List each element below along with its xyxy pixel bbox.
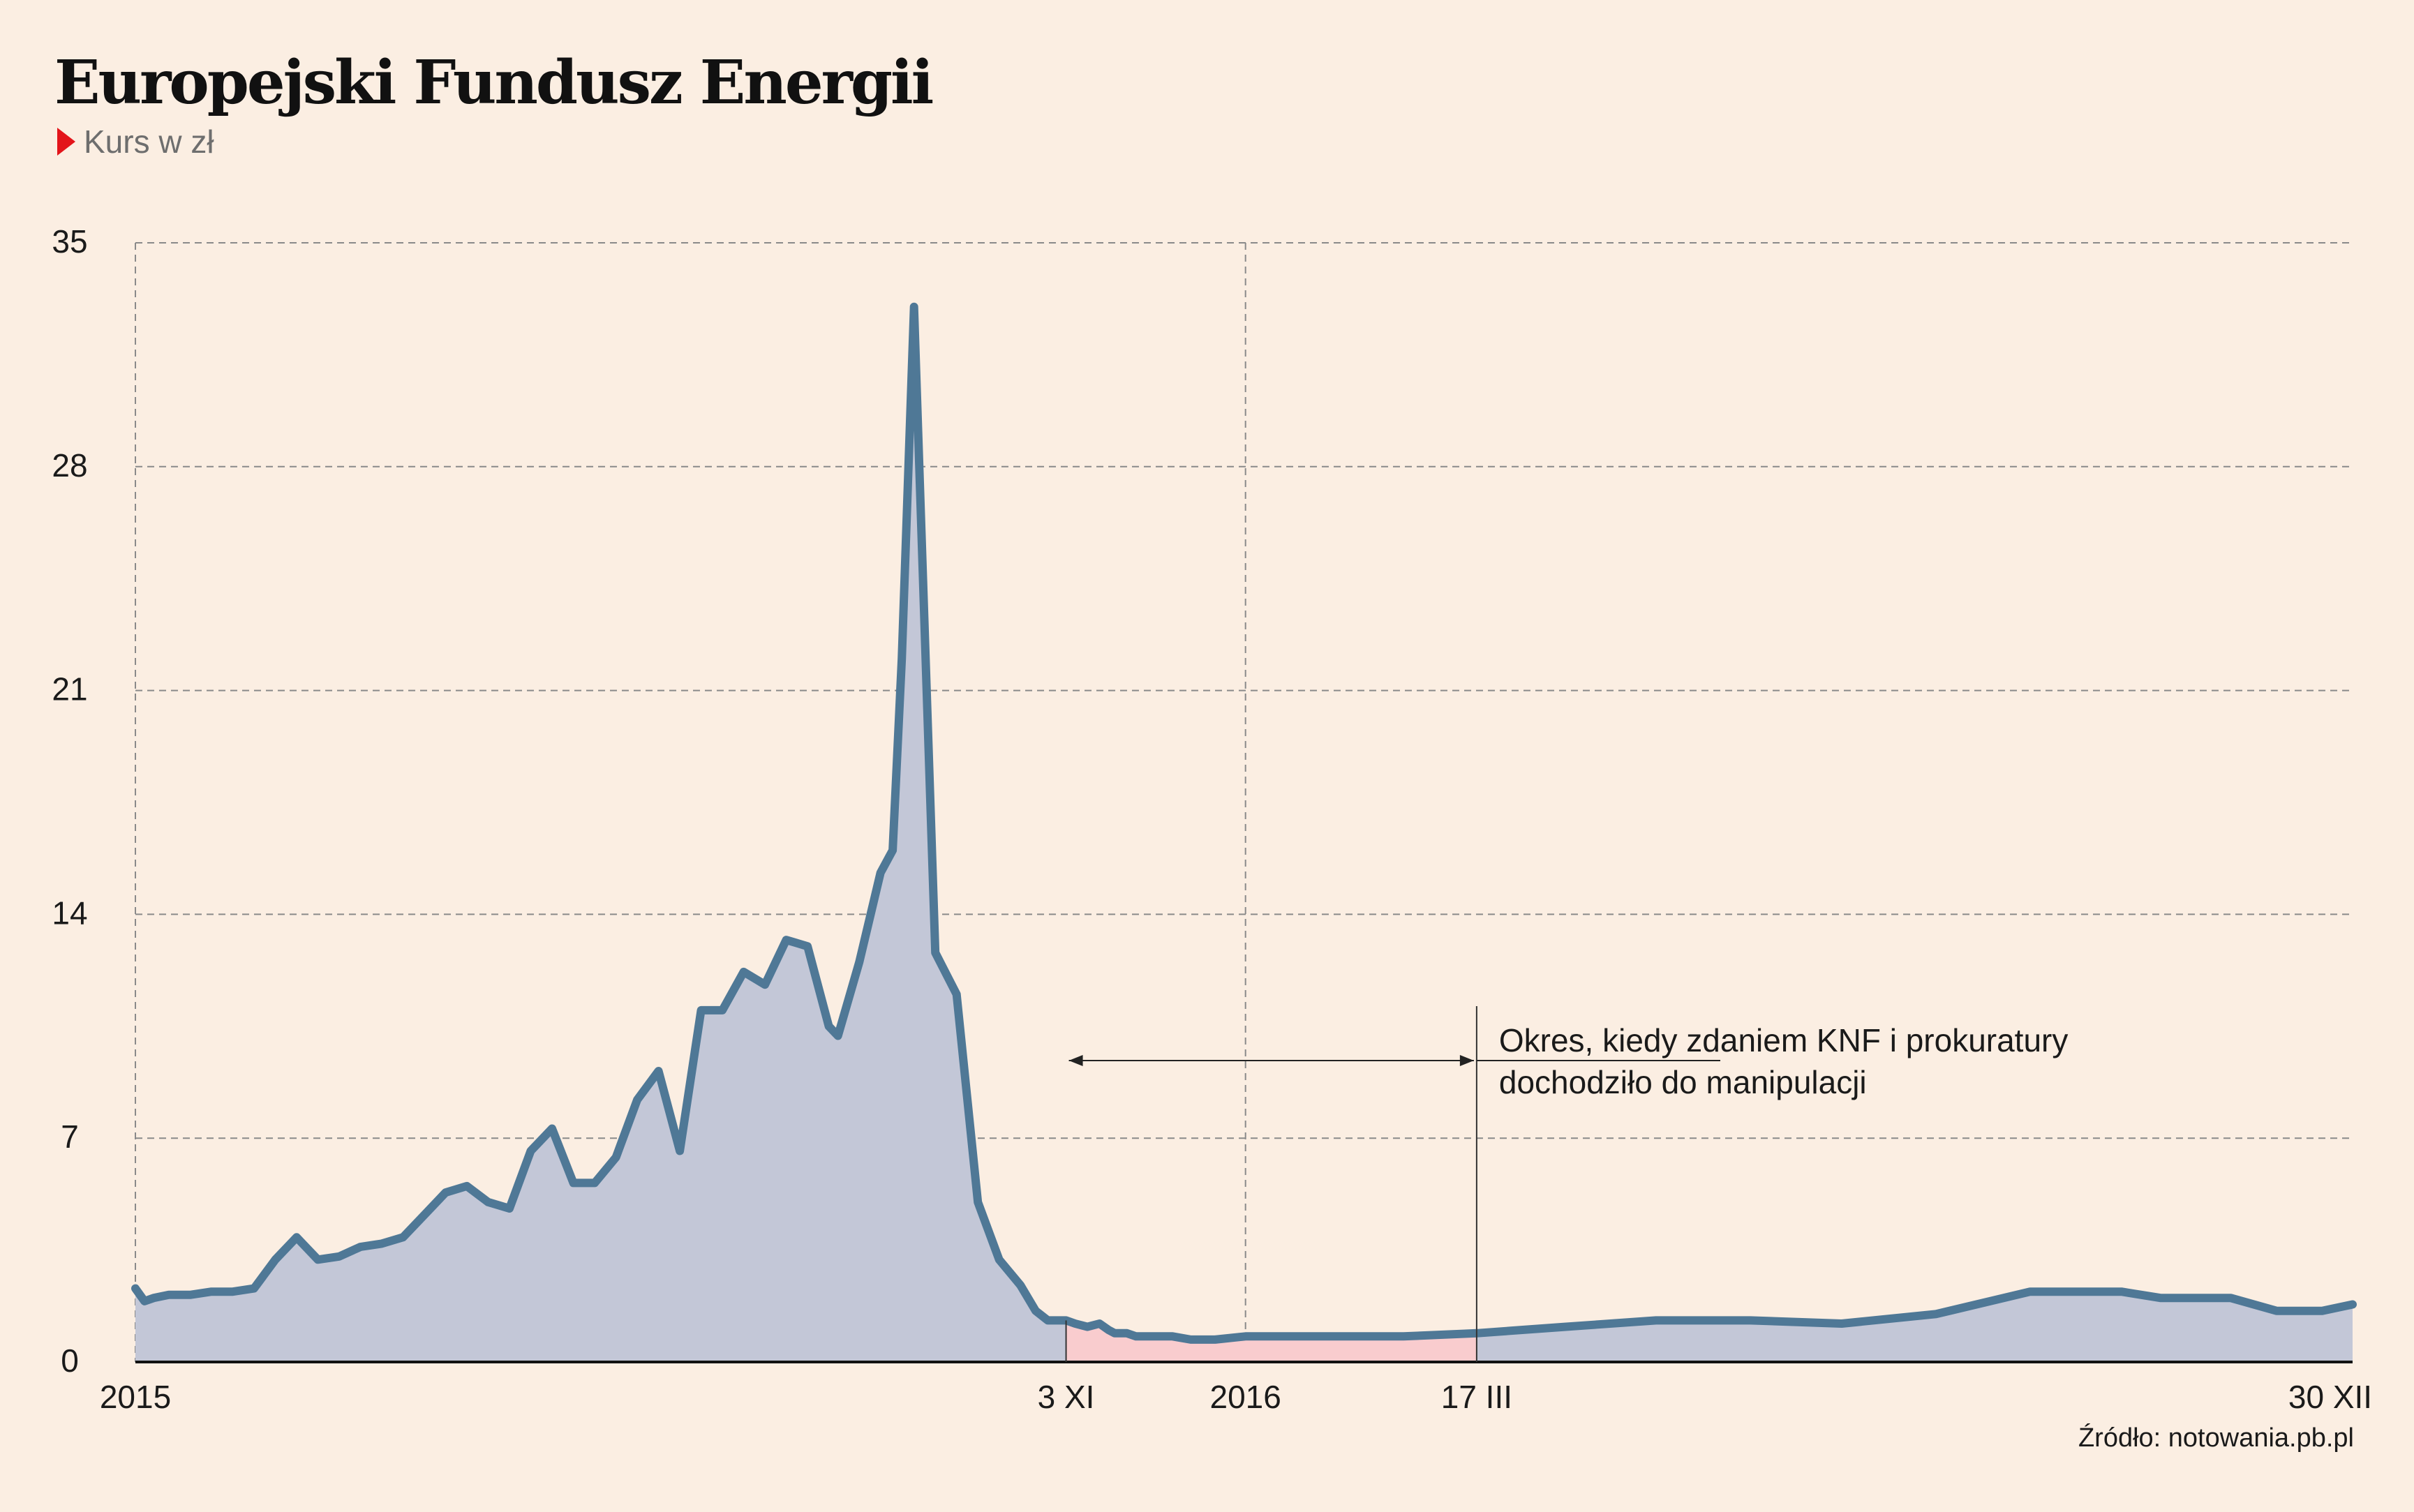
axes: 0 7 14 21 28 35 2015 3 XI 2016 17 III 30 XII (52, 223, 2372, 1415)
area-fills (135, 306, 2353, 1363)
arrow-right-icon (1459, 1055, 1474, 1066)
y-tick-label: 35 (52, 223, 87, 260)
y-tick-label: 28 (52, 447, 87, 484)
price-line (131, 302, 2357, 1344)
area-manipulation-period (1066, 1320, 1477, 1362)
x-tick-label: 2015 (100, 1379, 171, 1415)
arrow-left-icon (1068, 1055, 1083, 1066)
y-tick-label: 21 (52, 671, 87, 708)
vertical-reference-lines (135, 243, 1246, 1362)
series-line (131, 302, 2357, 1344)
chart-subtitle: Kurs w zł (57, 123, 214, 160)
subtitle-text: Kurs w zł (84, 123, 214, 160)
area-after-manipulation (1476, 1292, 2353, 1362)
annotation-label-line: Okres, kiedy zdaniem KNF i prokuratury (1499, 1022, 2069, 1058)
y-tick-label: 7 (61, 1118, 79, 1155)
x-tick-label: 30 XII (2288, 1379, 2372, 1415)
area-before-manipulation (135, 306, 1066, 1363)
source-note: Źródło: notowania.pb.pl (2078, 1423, 2354, 1453)
x-tick-label: 17 III (1441, 1379, 1512, 1415)
gridlines (135, 242, 2353, 1139)
x-tick-label: 2016 (1210, 1379, 1281, 1415)
red-triangle-marker-icon (57, 128, 75, 156)
y-tick-label: 0 (61, 1342, 79, 1379)
x-tick-label: 3 XI (1038, 1379, 1095, 1415)
annotation-label-line: dochodziło do manipulacji (1499, 1064, 1867, 1100)
chart-title: Europejski Fundusz Energii (54, 47, 934, 118)
manipulation-annotation: Okres, kiedy zdaniem KNF i prokuratury do… (1065, 1006, 2069, 1362)
y-tick-label: 14 (52, 895, 87, 931)
